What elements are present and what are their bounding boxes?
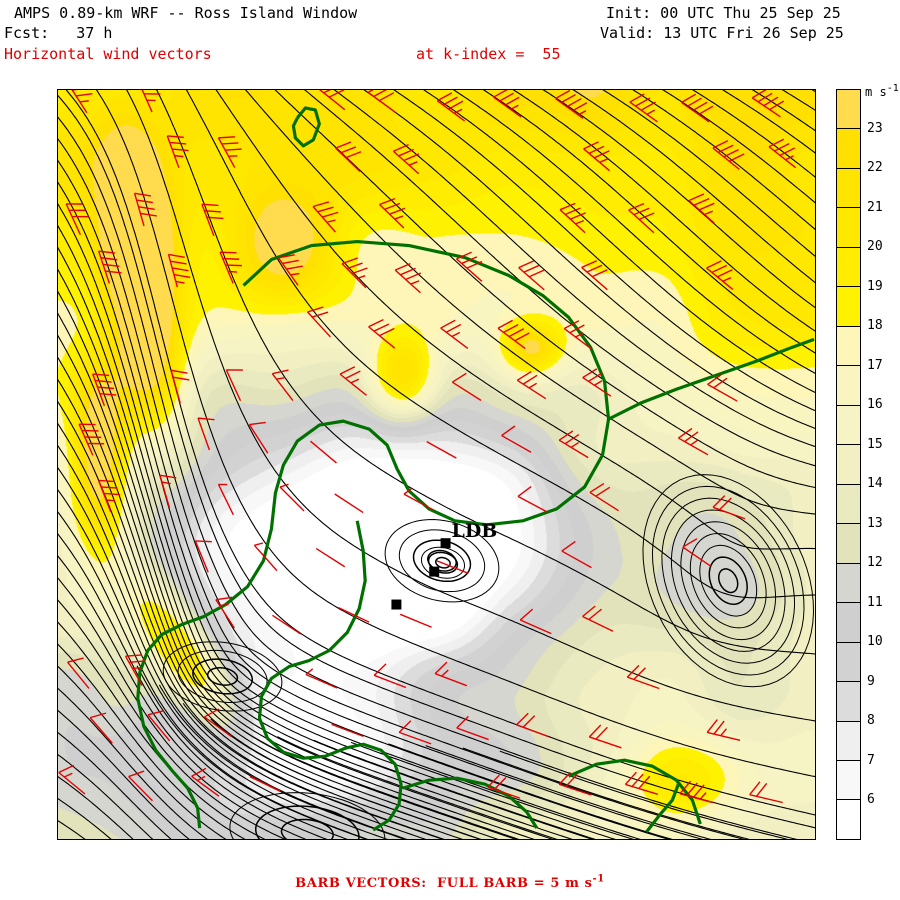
colorbar-tick-label: 9 (867, 673, 875, 689)
colorbar-cell (837, 168, 860, 209)
colorbar-cell (837, 484, 860, 525)
colorbar-tick-label: 17 (867, 357, 883, 373)
colorbar-tick-label: 21 (867, 199, 883, 215)
barb-legend-note: BARB VECTORS: FULL BARB = 5 m s-1 (295, 873, 605, 891)
colorbar-cell (837, 642, 860, 683)
colorbar-cell (837, 287, 860, 327)
colorbar-tick-label: 16 (867, 397, 883, 413)
colorbar-tick-label: 19 (867, 278, 883, 294)
colorbar-cell (837, 326, 860, 367)
colorbar-cell (837, 603, 860, 643)
colorbar-tick-label: 23 (867, 120, 883, 136)
colorbar-tick-label: 11 (867, 594, 883, 610)
colorbar-cell (837, 208, 860, 248)
colorbar-units-exponent: -1 (886, 83, 899, 94)
colorbar-tick-label: 6 (867, 792, 875, 808)
colorbar-cell (837, 129, 860, 169)
colorbar-cell (837, 524, 860, 564)
colorbar-group: m s-1 23 22 21 20 19 18 17 16 15 14 13 12 11 10 9 8 7 6 (836, 84, 900, 840)
wind-speed-shading (58, 90, 815, 839)
colorbar-cell (837, 90, 860, 130)
colorbar-tick-label: 7 (867, 752, 875, 768)
colorbar-cell (837, 445, 860, 485)
barb-note-exponent: -1 (592, 873, 605, 885)
colorbar-tick-label: 15 (867, 436, 883, 452)
colorbar-cell (837, 760, 860, 801)
valid-time: Valid: 13 UTC Fri 26 Sep 25 (600, 24, 844, 42)
k-index-label: at k-index = 55 (416, 45, 561, 63)
map-plot-area[interactable]: LDB (57, 89, 816, 840)
forecast-hour: Fcst: 37 h (4, 24, 113, 42)
colorbar-cell (837, 721, 860, 761)
model-title: AMPS 0.89-km WRF -- Ross Island Window (14, 4, 358, 22)
colorbar-cell (837, 800, 860, 839)
colorbar-tick-label: 8 (867, 713, 875, 729)
colorbar-cell (837, 563, 860, 604)
colorbar-tick-label: 22 (867, 160, 883, 176)
colorbar-tick-label: 14 (867, 476, 883, 492)
init-time: Init: 00 UTC Thu 25 Sep 25 (606, 4, 841, 22)
colorbar[interactable] (836, 89, 861, 840)
colorbar-tick-label: 13 (867, 515, 883, 531)
field-label: Horizontal wind vectors (4, 45, 212, 63)
colorbar-cell (837, 247, 860, 288)
colorbar-tick-label: 18 (867, 318, 883, 334)
colorbar-tick-label: 20 (867, 239, 883, 255)
colorbar-units-label: m s-1 (865, 83, 899, 100)
colorbar-tick-label: 12 (867, 555, 883, 571)
colorbar-cell (837, 366, 860, 406)
colorbar-cell (837, 405, 860, 446)
colorbar-tick-label: 10 (867, 634, 883, 650)
footer-block: BARB VECTORS: FULL BARB = 5 m s-1 (0, 872, 900, 891)
colorbar-cell (837, 682, 860, 722)
header-block: AMPS 0.89-km WRF -- Ross Island Window F… (0, 0, 900, 72)
